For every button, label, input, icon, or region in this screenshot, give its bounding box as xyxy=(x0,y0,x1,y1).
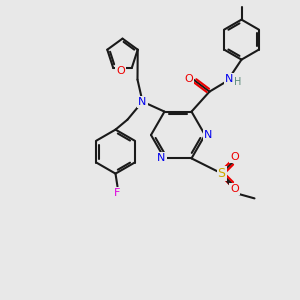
Text: S: S xyxy=(218,167,226,180)
Text: H: H xyxy=(234,76,241,87)
Text: O: O xyxy=(184,74,193,84)
Text: O: O xyxy=(116,66,125,76)
Text: N: N xyxy=(157,153,166,164)
Text: O: O xyxy=(230,152,239,162)
Text: N: N xyxy=(225,74,234,84)
Text: O: O xyxy=(230,184,239,194)
Text: N: N xyxy=(204,130,212,140)
Text: N: N xyxy=(138,97,147,106)
Text: F: F xyxy=(114,188,121,198)
